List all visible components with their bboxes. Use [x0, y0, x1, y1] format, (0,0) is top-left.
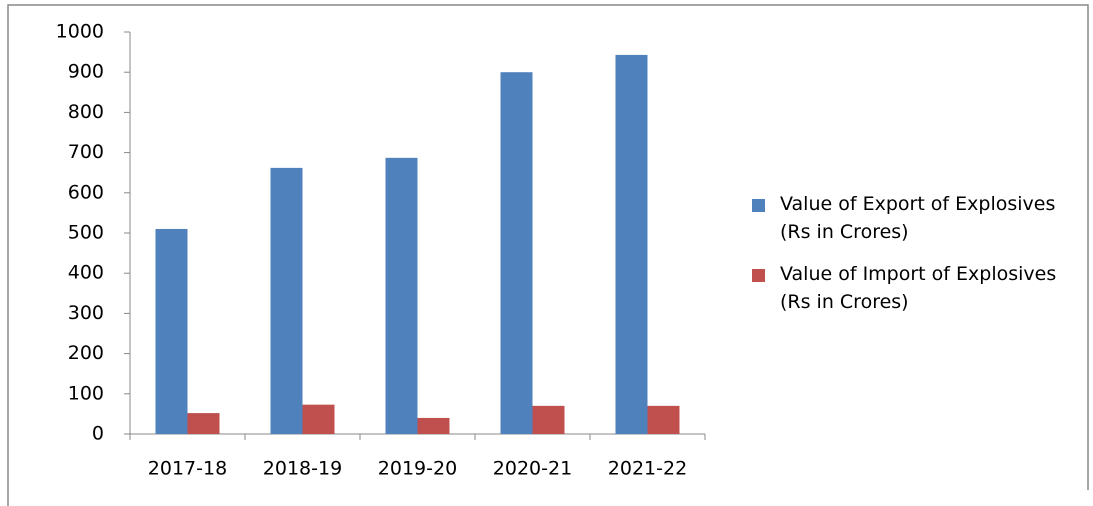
- x-tick-label: 2019-20: [378, 458, 457, 480]
- legend-item: Value of Import of Explosives (Rs in Cro…: [752, 260, 1082, 316]
- legend: Value of Export of Explosives (Rs in Cro…: [752, 190, 1082, 330]
- y-tick-label: 1000: [56, 21, 104, 43]
- x-tick-label: 2020-21: [493, 458, 572, 480]
- y-tick-label: 0: [92, 423, 104, 445]
- legend-swatch: [752, 199, 765, 212]
- x-tick-label: 2017-18: [148, 458, 227, 480]
- bar: [500, 72, 533, 434]
- y-tick-label: 700: [68, 141, 104, 163]
- bar: [417, 417, 450, 434]
- bar: [532, 405, 565, 434]
- bar: [615, 54, 648, 434]
- legend-swatch: [752, 269, 765, 282]
- bar: [302, 404, 335, 434]
- x-tick-label: 2021-22: [608, 458, 687, 480]
- y-tick-label: 500: [68, 222, 104, 244]
- x-tick-label: 2018-19: [263, 458, 342, 480]
- y-tick-label: 200: [68, 342, 104, 364]
- bar: [385, 157, 418, 435]
- bar: [187, 413, 220, 434]
- y-tick-label: 300: [68, 302, 104, 324]
- legend-label: Value of Export of Explosives (Rs in Cro…: [780, 193, 1056, 243]
- y-tick-label: 600: [68, 181, 104, 203]
- chart-frame: [7, 4, 1089, 506]
- bar: [155, 228, 188, 434]
- legend-label: Value of Import of Explosives (Rs in Cro…: [780, 263, 1057, 313]
- legend-item: Value of Export of Explosives (Rs in Cro…: [752, 190, 1082, 246]
- bar: [270, 167, 303, 434]
- y-tick-label: 800: [68, 101, 104, 123]
- bar: [647, 405, 680, 434]
- y-tick-label: 400: [68, 262, 104, 284]
- y-tick-label: 100: [68, 382, 104, 404]
- y-tick-label: 900: [68, 61, 104, 83]
